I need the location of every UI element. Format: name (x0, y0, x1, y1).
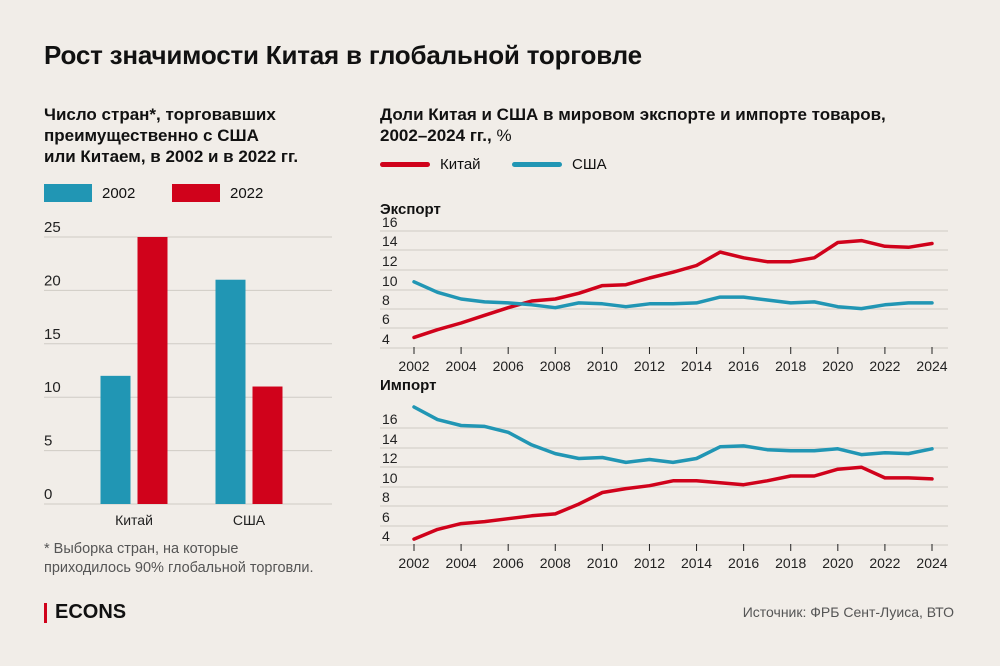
legend-label: 2022 (230, 184, 264, 202)
page-title: Рост значимости Китая в глобальной торго… (44, 40, 642, 70)
import-y-tick-label: 16 (382, 411, 398, 427)
import-x-tick-label: 2022 (869, 555, 900, 571)
logo-bar (44, 602, 47, 623)
import-y-tick-label: 14 (382, 431, 398, 447)
import-y-tick-label: 8 (382, 489, 390, 505)
export-x-tick-label: 2002 (398, 358, 429, 374)
bar-2022-1 (252, 386, 283, 504)
export-panel-title: Экспорт (380, 201, 441, 218)
bar-y-tick-label: 20 (44, 272, 61, 289)
legend-label: США (572, 156, 607, 173)
export-x-tick-label: 2010 (587, 358, 618, 374)
legend-2022: 2022 (172, 184, 263, 202)
legend-usa: США (512, 156, 607, 173)
import-x-tick-label: 2016 (728, 555, 759, 571)
source-text: Источник: ФРБ Сент-Луиса, ВТО (742, 604, 954, 620)
bar-x-label: Китай (115, 512, 153, 528)
import-y-tick-label: 6 (382, 509, 390, 525)
import-x-tick-label: 2008 (540, 555, 571, 571)
export-x-tick-label: 2012 (634, 358, 665, 374)
export-x-tick-label: 2022 (869, 358, 900, 374)
legend-label: Китай (440, 156, 481, 173)
import-x-tick-label: 2014 (681, 555, 712, 571)
legend-swatch-2002 (44, 184, 92, 202)
import-x-tick-label: 2002 (398, 555, 429, 571)
import-x-tick-label: 2012 (634, 555, 665, 571)
import-panel-title: Импорт (380, 377, 436, 394)
import-x-tick-label: 2020 (822, 555, 853, 571)
export-y-tick-label: 10 (382, 273, 398, 289)
import-y-tick-label: 4 (382, 528, 390, 544)
export-line-china (412, 238, 934, 340)
export-x-tick-label: 2008 (540, 358, 571, 374)
bar-subtitle-line: преимущественно с США (44, 126, 259, 145)
bar-y-tick-label: 5 (44, 433, 52, 450)
bar-2002-0 (100, 375, 131, 504)
bar-x-label: США (233, 512, 266, 528)
import-x-tick-label: 2018 (775, 555, 806, 571)
export-y-tick-label: 4 (382, 331, 390, 347)
export-x-tick-label: 2020 (822, 358, 853, 374)
bar-y-tick-label: 10 (44, 379, 61, 396)
bar-y-tick-label: 15 (44, 326, 61, 343)
export-x-tick-label: 2004 (446, 358, 477, 374)
line-subtitle-line1: Доли Китая и США в мировом экспорте и им… (380, 105, 886, 124)
export-x-tick-label: 2024 (916, 358, 947, 374)
bar-2002-1 (215, 279, 246, 504)
legend-line-china (380, 162, 430, 167)
bar-subtitle-line: или Китаем, в 2002 и в 2022 гг. (44, 147, 299, 166)
bar-subtitle-line: Число стран*, торговавших (44, 105, 276, 124)
export-y-tick-label: 8 (382, 292, 390, 308)
export-y-tick-label: 6 (382, 311, 390, 327)
export-y-tick-label: 16 (382, 214, 398, 230)
footnote: * Выборка стран, на которые приходилось … (44, 540, 314, 578)
logo-text: ECONS (55, 601, 127, 623)
bar-y-tick-label: 0 (44, 486, 52, 503)
export-y-tick-label: 12 (382, 253, 398, 269)
footnote-line: приходилось 90% глобальной торговли. (44, 560, 314, 576)
import-x-tick-label: 2004 (446, 555, 477, 571)
legend-china: Китай (380, 156, 481, 173)
line-subtitle-years: 2002–2024 гг., (380, 126, 492, 145)
legend-swatch-2022 (172, 184, 220, 202)
bar-chart-subtitle: Число стран*, торговавших преимущественн… (44, 104, 298, 167)
bar-y-tick-label: 25 (44, 219, 61, 236)
import-y-tick-label: 10 (382, 470, 398, 486)
import-line-usa (412, 405, 934, 465)
legend-label: 2002 (102, 184, 136, 202)
footnote-line: * Выборка стран, на которые (44, 541, 239, 557)
export-y-tick-label: 14 (382, 233, 398, 249)
legend-line-usa (512, 162, 562, 167)
export-x-tick-label: 2016 (728, 358, 759, 374)
import-line-china (412, 465, 934, 541)
import-x-tick-label: 2024 (916, 555, 947, 571)
line-chart-subtitle: Доли Китая и США в мировом экспорте и им… (380, 104, 886, 146)
line-subtitle-unit: % (491, 126, 512, 145)
import-x-tick-label: 2006 (493, 555, 524, 571)
export-x-tick-label: 2006 (493, 358, 524, 374)
export-line-usa (412, 280, 934, 311)
export-x-tick-label: 2014 (681, 358, 712, 374)
export-x-tick-label: 2018 (775, 358, 806, 374)
import-y-tick-label: 12 (382, 450, 398, 466)
econs-logo: ECONS (44, 601, 126, 624)
legend-2002: 2002 (44, 184, 135, 202)
import-x-tick-label: 2010 (587, 555, 618, 571)
bar-2022-0 (137, 237, 168, 504)
